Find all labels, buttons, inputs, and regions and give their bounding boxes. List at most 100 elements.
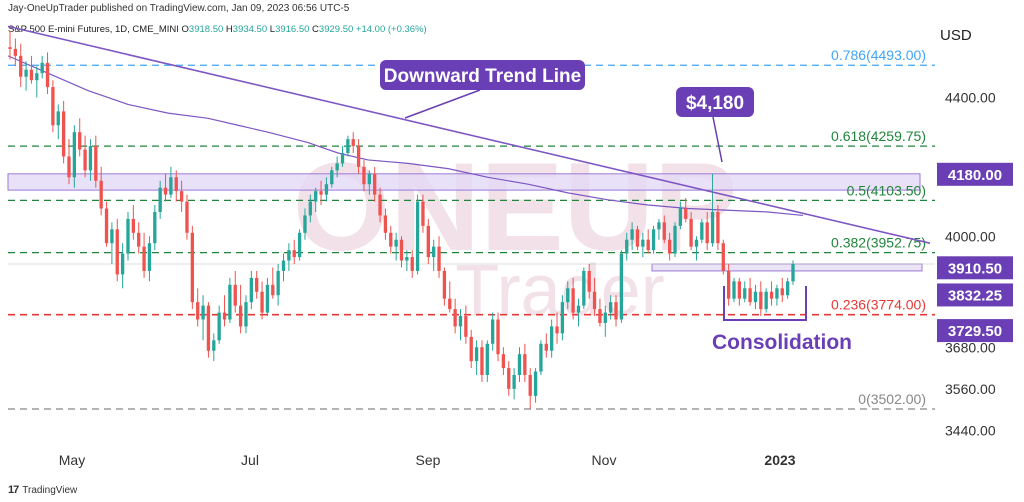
candle-body [56,111,60,126]
price-tag-bg [937,283,1013,307]
candle [356,139,361,174]
candle [24,61,28,91]
candle-body [8,47,12,49]
candle-body [576,305,581,313]
candle [238,284,243,334]
high-value: 3934.50 [232,24,268,35]
candle-body [582,270,586,306]
candle [40,55,44,79]
watermark-line1: ONEUP [293,138,738,277]
candle-body [630,229,634,240]
candle [501,347,506,375]
candle-body [29,69,34,81]
candle [222,295,227,327]
candle-body [780,288,784,296]
candle [196,288,200,327]
candle-body [389,232,393,247]
candle [72,125,77,188]
candle [544,333,548,358]
candle-body [453,309,457,327]
candle [179,180,184,212]
candle [88,139,93,181]
candle [678,201,683,230]
candle-body [99,180,103,209]
candle-body [587,270,591,292]
candle [389,225,393,254]
candle [780,277,784,303]
moving-average-line [7,55,804,217]
candle [533,368,538,403]
candle [657,218,661,240]
candle-body [40,62,44,74]
candle [110,222,114,264]
candle [673,222,677,258]
candle-body [608,302,613,313]
candle [45,52,50,95]
candle [190,225,195,310]
close-label: C [312,24,319,35]
candle-body [748,288,752,303]
candle [330,166,334,188]
candle [598,298,602,327]
candle [399,236,404,268]
candle-body [83,149,87,171]
candle-body [678,208,683,226]
candle [233,270,237,313]
candle [314,187,318,212]
low-value: 3916.50 [275,24,310,35]
candle-body [432,246,436,258]
candle-body [351,139,355,147]
candle-body [592,291,597,310]
candle-body [544,343,548,351]
candle-body [45,62,50,88]
candle [405,250,409,271]
candle [651,225,656,254]
candle-body [421,201,425,226]
tradingview-brand: TradingView [22,484,78,496]
candle [630,222,634,251]
candle [667,232,672,261]
candle [142,232,146,278]
candle [158,180,162,219]
candle-body [405,257,409,261]
y-tick-label: 4000.00 [945,228,996,244]
candle-body [19,55,23,77]
candle-body [743,288,747,299]
x-tick-label: Sep [416,452,441,468]
spike-label-bg [676,87,754,117]
candle-body [737,281,742,299]
candle-body [206,305,211,351]
candle-body [517,354,522,375]
candle [394,232,398,261]
candle [174,170,178,202]
candle-body [179,191,184,202]
candle [587,264,591,299]
candle [383,208,388,240]
candle [410,250,414,278]
change-value: +14.00 (+0.36%) [355,24,427,35]
candle-body [228,284,232,320]
candle-body [791,264,795,282]
candle-body [217,312,221,341]
candle [56,104,60,140]
fib-label-0.5: 0.5(4103.50) [847,182,926,198]
candle-body [710,211,715,244]
candle-body [528,375,532,396]
candle-body [335,163,339,171]
candle-body [512,375,516,389]
candle-body [169,177,173,195]
candle-body [61,111,66,157]
candle [255,270,259,299]
candle [287,243,291,271]
candle-body [249,277,253,303]
fib-label-0.786: 0.786(4493.00) [831,47,926,63]
candle-body [174,177,178,192]
price-tag: 3910.50 [948,260,1002,277]
trend-line-label: Downward Trend Line [384,66,581,87]
candle-body [308,201,312,216]
candle-body [533,371,538,396]
price-tag: 3729.50 [948,323,1002,340]
candle-body [726,270,731,299]
candle-body [689,218,693,247]
